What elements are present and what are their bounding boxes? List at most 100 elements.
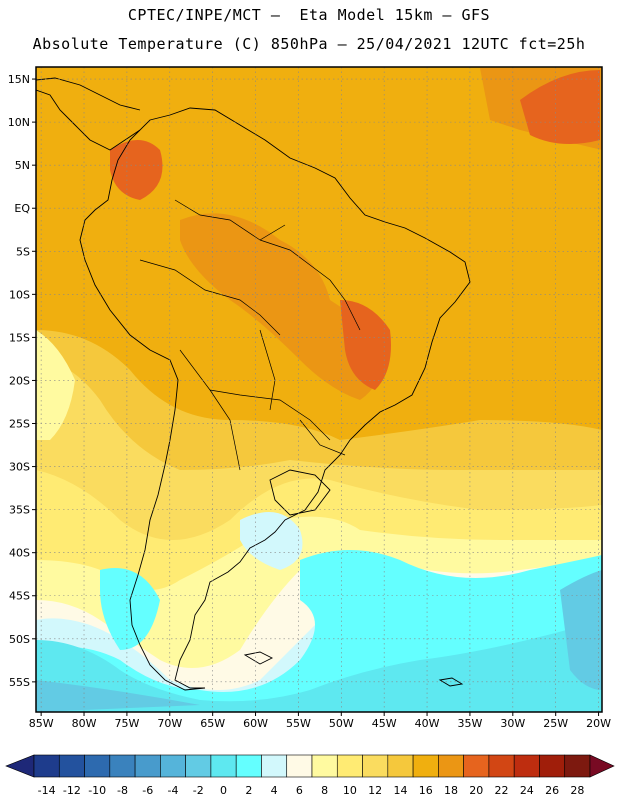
- lon-label: 45W: [372, 717, 397, 730]
- colorbar-swatch: [311, 754, 338, 778]
- colorbar-label: -2: [193, 784, 204, 797]
- lat-label: 35S: [9, 504, 30, 517]
- south-america-coast: [79, 107, 471, 691]
- colorbar-label: 0: [220, 784, 227, 797]
- lat-label: 15N: [8, 73, 30, 86]
- lon-label: 25W: [543, 717, 568, 730]
- colorbar-swatch: [235, 754, 262, 778]
- lat-label: 45S: [9, 590, 30, 603]
- lon-label: 60W: [243, 717, 268, 730]
- colorbar: -14 -12 -10 -8 -6 -4 -2 0 2 4 6 8 10 12 14 16 18 20 22 24 26…: [5, 754, 615, 797]
- field-20-central: [340, 300, 391, 390]
- uruguay-lake: [269, 469, 331, 516]
- colorbar-swatch: [463, 754, 490, 778]
- lat-label: EQ: [14, 202, 30, 215]
- colorbar-label: 20: [469, 784, 483, 797]
- south-georgia: [438, 677, 464, 687]
- lon-label: 50W: [329, 717, 354, 730]
- lat-label: 20S: [9, 374, 30, 387]
- coastlines: [36, 77, 471, 691]
- colorbar-label: 16: [419, 784, 433, 797]
- field-20-andes-n: [110, 140, 163, 200]
- colorbar-label: 28: [570, 784, 584, 797]
- colorbar-swatch: [362, 754, 389, 778]
- lon-label: 80W: [72, 717, 97, 730]
- field-minus2-se: [560, 570, 602, 690]
- lon-label: 65W: [200, 717, 225, 730]
- colorbar-swatch: [33, 754, 60, 778]
- colorbar-label: 10: [343, 784, 357, 797]
- colorbar-label: 2: [245, 784, 252, 797]
- colorbar-label: 22: [495, 784, 509, 797]
- colorbar-label: 12: [368, 784, 382, 797]
- falklands: [243, 651, 274, 665]
- colorbar-swatch: [564, 754, 591, 778]
- colorbar-swatch: [58, 754, 85, 778]
- colorbar-swatch: [513, 754, 540, 778]
- colorbar-swatch: [336, 754, 363, 778]
- colorbar-label: 4: [271, 784, 278, 797]
- colorbar-label: -8: [117, 784, 128, 797]
- field-0: [36, 620, 602, 712]
- lon-label: 30W: [500, 717, 525, 730]
- lon-label: 70W: [157, 717, 182, 730]
- lat-label: 30S: [9, 461, 30, 474]
- colorbar-label: 8: [321, 784, 328, 797]
- colorbar-swatch: [539, 754, 566, 778]
- caribbean-coast: [36, 77, 141, 111]
- field-8-pacific: [36, 330, 75, 440]
- field-2-patagonia: [100, 568, 160, 650]
- colorbar-swatch: [438, 754, 464, 778]
- lat-label: 15S: [9, 331, 30, 344]
- colorbar-swatch: [160, 754, 186, 778]
- colorbar-swatch: [185, 754, 212, 778]
- temperature-field: [36, 67, 602, 712]
- colorbar-swatch: [84, 754, 111, 778]
- lon-label: 40W: [415, 717, 440, 730]
- colorbar-label: 18: [444, 784, 458, 797]
- lon-label: 20W: [586, 717, 611, 730]
- colorbar-under-arrow: [5, 754, 35, 778]
- lon-label: 75W: [114, 717, 139, 730]
- colorbar-label: -6: [142, 784, 153, 797]
- colorbar-label: -14: [38, 784, 56, 797]
- lat-label: 10S: [9, 288, 30, 301]
- colorbar-label: 14: [393, 784, 407, 797]
- colorbar-swatch: [412, 754, 439, 778]
- colorbar-label: 24: [520, 784, 534, 797]
- lon-label: 55W: [286, 717, 311, 730]
- colorbar-label: -10: [88, 784, 106, 797]
- country-borders: [139, 199, 361, 471]
- field-18-central: [180, 213, 383, 400]
- title-line-2: Absolute Temperature (C) 850hPa – 25/04/…: [32, 35, 586, 53]
- map-frame: [35, 66, 603, 713]
- colorbar-swatch: [387, 754, 414, 778]
- colorbar-label: -4: [168, 784, 179, 797]
- lat-label: 5N: [15, 159, 30, 172]
- central-america-coast: [36, 89, 141, 151]
- field-8-patagonia: [160, 597, 203, 665]
- colorbar-label: 6: [296, 784, 303, 797]
- colorbar-over-arrow: [589, 754, 615, 778]
- lat-label: 40S: [9, 547, 30, 560]
- colorbar-label: 26: [545, 784, 559, 797]
- field-20-ne: [520, 70, 600, 144]
- lat-label: 50S: [9, 633, 30, 646]
- colorbar-swatch: [286, 754, 313, 778]
- lon-label: 35W: [457, 717, 482, 730]
- lat-label: 5S: [16, 245, 30, 258]
- colorbar-swatch: [210, 754, 237, 778]
- lat-label: 25S: [9, 418, 30, 431]
- lat-label: 10N: [8, 116, 30, 129]
- colorbar-swatch: [134, 754, 161, 778]
- colorbar-label: -12: [63, 784, 81, 797]
- colorbar-swatch: [488, 754, 515, 778]
- colorbar-swatch: [109, 754, 136, 778]
- lat-label: 55S: [9, 676, 30, 689]
- lon-label: 85W: [29, 717, 54, 730]
- latitude-labels: 15N 10N 5N EQ 5S 10S 15S 20S 25S 30S 35S 40S 45S 50S 5…: [8, 73, 36, 689]
- longitude-labels: 85W 80W 75W 70W 65W 60W 55W 50W 45W 40W 35W 30W 25W 2…: [29, 712, 611, 730]
- title-line-1: CPTEC/INPE/MCT – Eta Model 15km – GFS: [127, 6, 491, 24]
- colorbar-swatch: [261, 754, 288, 778]
